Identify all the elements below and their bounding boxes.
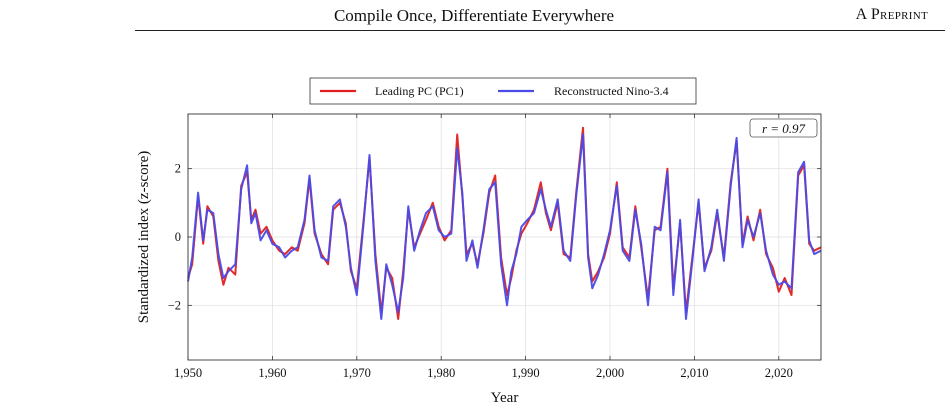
x-tick-label: 2,010 [680, 366, 708, 380]
preprint-label: A Preprint [856, 6, 928, 24]
annotation-box [749, 118, 818, 138]
running-title: Compile Once, Differentiate Everywhere [333, 6, 615, 25]
x-tick-label: 1,980 [427, 366, 455, 380]
header-rule [135, 30, 945, 31]
x-tick-label: 2,020 [765, 366, 793, 380]
y-tick-label: 2 [175, 162, 181, 176]
x-axis-label: Year [491, 390, 519, 406]
legend-label-pc1: Leading PC (PC1) [375, 84, 464, 98]
axis-ticks: 1,950 1,960 1,970 1,980 1,990 2,000 2,010 2,020… [168, 114, 821, 380]
correlation-annotation: r = 0.97 [762, 121, 806, 136]
grid [187, 114, 821, 360]
x-tick-label: 1,990 [512, 366, 540, 380]
page-header: Compile Once, Differentiate Everywhere A… [0, 0, 948, 50]
legend-label-nino34: Reconstructed Nino-3.4 [554, 84, 669, 98]
preprint-label-rest: Preprint [870, 6, 928, 23]
y-axis-label: Standardized index (z-score) [136, 151, 152, 323]
preprint-label-prefix: A [855, 6, 867, 23]
x-tick-label: 1,950 [174, 366, 202, 380]
series-line-nino34 [187, 133, 822, 320]
series-lines [187, 126, 822, 320]
x-tick-label: 1,970 [343, 366, 371, 380]
x-tick-label: 2,000 [596, 366, 624, 380]
y-tick-label: 0 [175, 230, 181, 244]
y-tick-label: −2 [168, 298, 181, 312]
x-tick-label: 1,960 [258, 366, 286, 380]
